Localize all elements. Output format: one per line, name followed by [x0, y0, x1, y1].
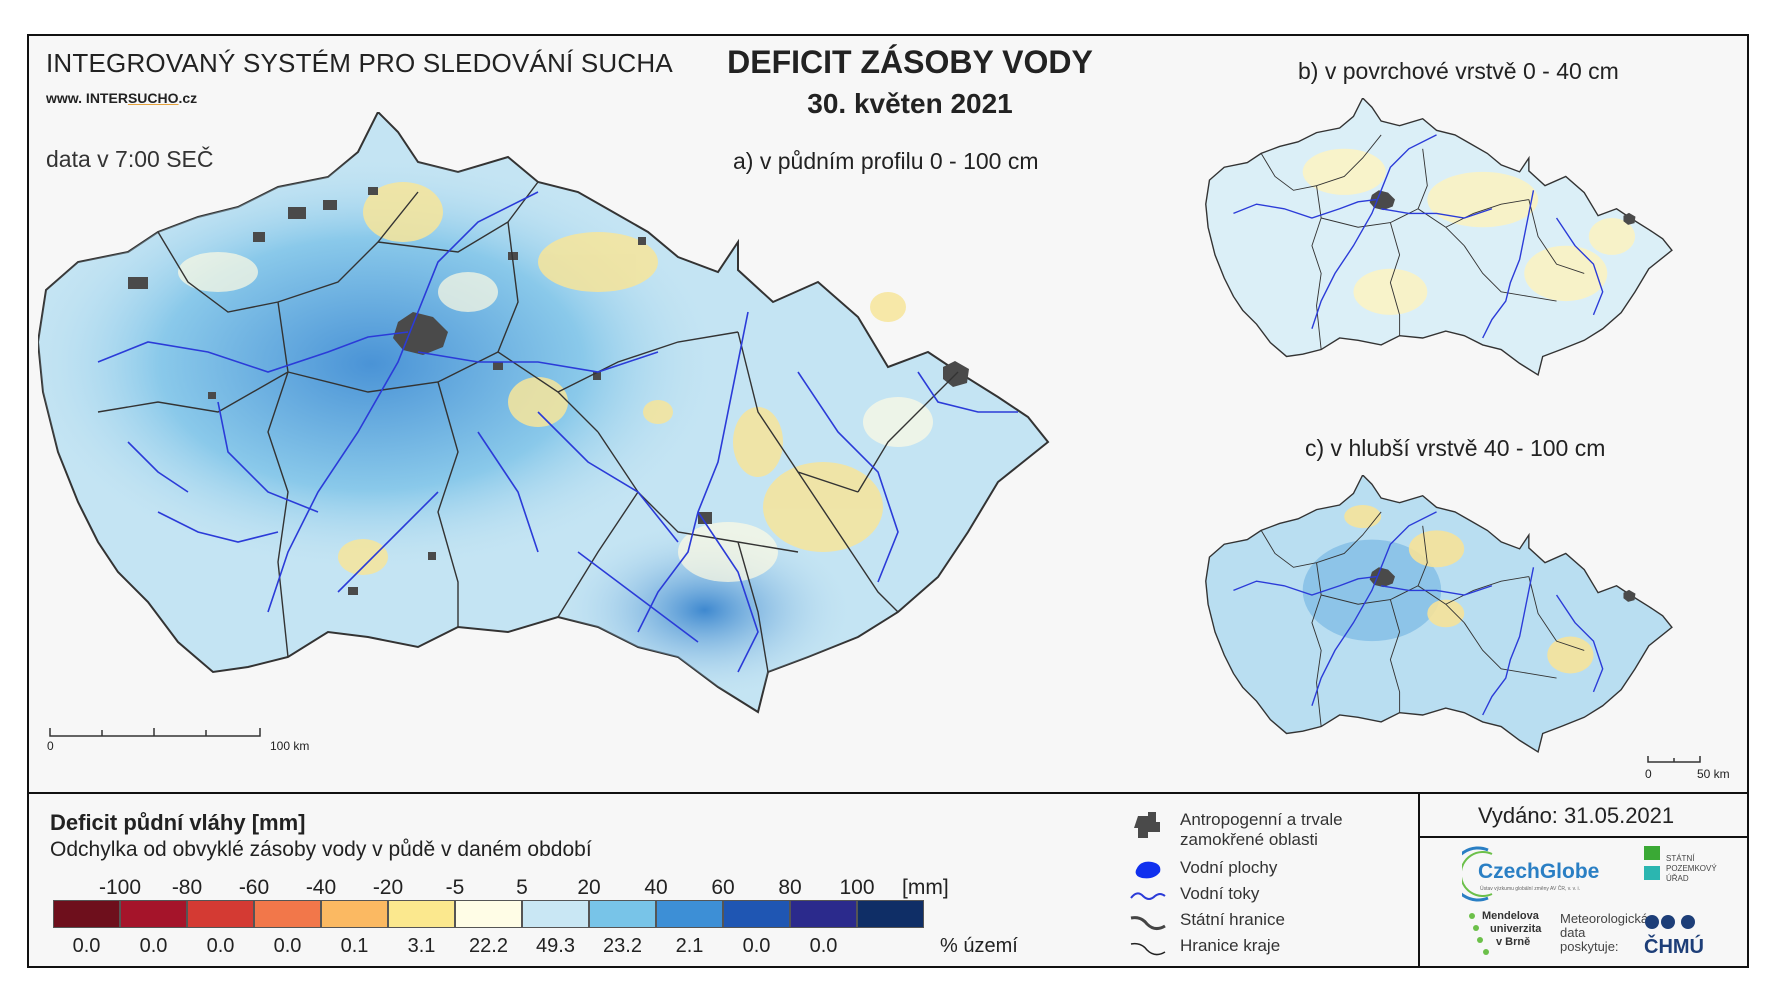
main-scale-end: 100 km: [270, 739, 310, 753]
legend-percent-value: 0.0: [206, 935, 235, 957]
main-scale-zero: 0: [47, 739, 54, 753]
legend-percent-value: 3.1: [407, 935, 436, 957]
legend-percent-value: 23.2: [603, 935, 642, 957]
system-title: INTEGROVANÝ SYSTÉM PRO SLEDOVÁNÍ SUCHA: [46, 48, 673, 78]
legend-swatch: [656, 900, 723, 928]
key-urban-label: Antropogenní a trvale zamokřené oblasti: [1180, 810, 1343, 849]
legend-percent-value: 22.2: [469, 935, 508, 957]
legend-swatch: [321, 900, 388, 928]
key-rivers: Vodní toky: [1128, 884, 1259, 908]
legend-percent-value: 0.1: [340, 935, 369, 957]
legend-percent-unit: % území: [940, 935, 1018, 957]
data-time-note: data v 7:00 SEČ: [46, 146, 214, 172]
legend-tick-label: -5: [445, 876, 465, 899]
main-deficit-map: [38, 112, 1050, 714]
small-scale-end: 50 km: [1697, 767, 1730, 781]
legend-tick-label: 60: [711, 876, 735, 899]
legend-tick-label: -100: [98, 876, 142, 899]
legend-tick-label: 20: [577, 876, 601, 899]
key-region-border: Hranice kraje: [1128, 936, 1280, 960]
water-body-icon: [1128, 858, 1168, 882]
urban-area-icon: [1128, 810, 1168, 838]
small-scale-bar: [1647, 756, 1701, 763]
surface-layer-map: [1205, 98, 1673, 377]
key-region-border-label: Hranice kraje: [1180, 936, 1281, 955]
legend-percent-value: 2.1: [675, 935, 704, 957]
legend-title: Deficit půdní vláhy [mm]: [50, 810, 306, 835]
legend-divider: [27, 792, 1749, 794]
map-date: 30. květen 2021: [807, 88, 1013, 119]
legend-swatch: [53, 900, 120, 928]
page-title: DEFICIT ZÁSOBY VODY: [727, 44, 1093, 80]
legend-tick-label: 5: [516, 876, 528, 899]
legend-tick-label: -60: [238, 876, 270, 899]
legend-swatch: [455, 900, 522, 928]
legend-tick-label: 40: [644, 876, 668, 899]
map-b-label: b) v povrchové vrstvě 0 - 40 cm: [1298, 58, 1619, 84]
spu-logo: STÁTNÍ POZEMKOVÝ ÚŘAD: [1644, 846, 1724, 906]
issued-date: Vydáno: 31.05.2021: [1478, 803, 1675, 828]
main-scale-bar: [49, 728, 261, 737]
small-scale-zero: 0: [1645, 767, 1652, 781]
state-border-icon: [1128, 910, 1168, 934]
river-icon: [1128, 884, 1168, 908]
legend-swatch: [187, 900, 254, 928]
legend-swatch: [589, 900, 656, 928]
legend-swatch: [857, 900, 924, 928]
legend-percent-value: 0.0: [139, 935, 168, 957]
legend-percent-value: 0.0: [273, 935, 302, 957]
legend-swatch: [790, 900, 857, 928]
key-rivers-label: Vodní toky: [1180, 884, 1260, 903]
dry-patches: [338, 182, 906, 575]
legend-percent-value: 49.3: [536, 935, 575, 957]
legend-swatch: [120, 900, 187, 928]
map-a-label: a) v půdním profilu 0 - 100 cm: [733, 148, 1039, 174]
legend-percent-value: 0.0: [809, 935, 838, 957]
key-urban: Antropogenní a trvale zamokřené oblasti: [1128, 810, 1343, 849]
chmu-logo: ČHMÚ: [1644, 912, 1724, 962]
chmu-note: Meteorologická data poskytuje:: [1560, 911, 1649, 954]
mendelu-logo: Mendelova univerzita v Brně: [1464, 908, 1564, 964]
legend-percent-value: 0.0: [72, 935, 101, 957]
legend-unit: [mm]: [902, 876, 949, 899]
legend-swatch: [388, 900, 455, 928]
key-state-border: Státní hranice: [1128, 910, 1285, 934]
region-border-icon: [1128, 936, 1168, 960]
key-water: Vodní plochy: [1128, 858, 1277, 882]
legend-swatch: [522, 900, 589, 928]
legend-tick-label: 80: [778, 876, 802, 899]
legend-percent-value: 0.0: [742, 935, 771, 957]
czechglobe-logo: CzechGlobe Ústav výzkumu globální změny …: [1462, 846, 1614, 902]
legend-swatch: [723, 900, 790, 928]
legend-color-bar: [53, 900, 924, 928]
map-c-label: c) v hlubší vrstvě 40 - 100 cm: [1305, 435, 1606, 461]
legend-tick-label: -20: [372, 876, 404, 899]
legend-tick-label: -80: [171, 876, 203, 899]
key-state-border-label: Státní hranice: [1180, 910, 1285, 929]
legend-tick-label: -40: [305, 876, 337, 899]
legend-swatch: [254, 900, 321, 928]
key-water-label: Vodní plochy: [1180, 858, 1278, 877]
footer-divider: [1418, 792, 1420, 968]
legend-subtitle: Odchylka od obvyklé zásoby vody v půdě v…: [50, 838, 592, 861]
region-borders: [97, 181, 959, 673]
issued-divider: [1418, 836, 1749, 838]
rivers: [97, 191, 1018, 673]
legend-tick-label: 100: [839, 876, 875, 899]
deep-layer-map: [1205, 475, 1673, 754]
website-link[interactable]: www. INTERSUCHO.cz: [46, 90, 198, 106]
